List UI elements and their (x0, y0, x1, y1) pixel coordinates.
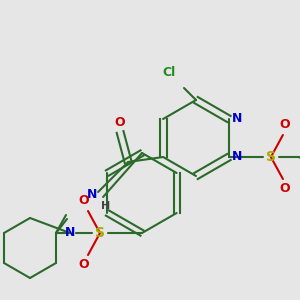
Text: O: O (79, 194, 89, 208)
Text: N: N (232, 112, 242, 125)
Text: S: S (266, 150, 276, 164)
Text: N: N (87, 188, 97, 200)
Text: O: O (280, 182, 290, 196)
Text: N: N (232, 151, 242, 164)
Text: O: O (115, 116, 125, 128)
Text: N: N (65, 226, 75, 239)
Text: S: S (95, 226, 105, 240)
Text: O: O (79, 259, 89, 272)
Text: O: O (280, 118, 290, 131)
Text: Cl: Cl (162, 67, 176, 80)
Text: H: H (101, 201, 111, 211)
